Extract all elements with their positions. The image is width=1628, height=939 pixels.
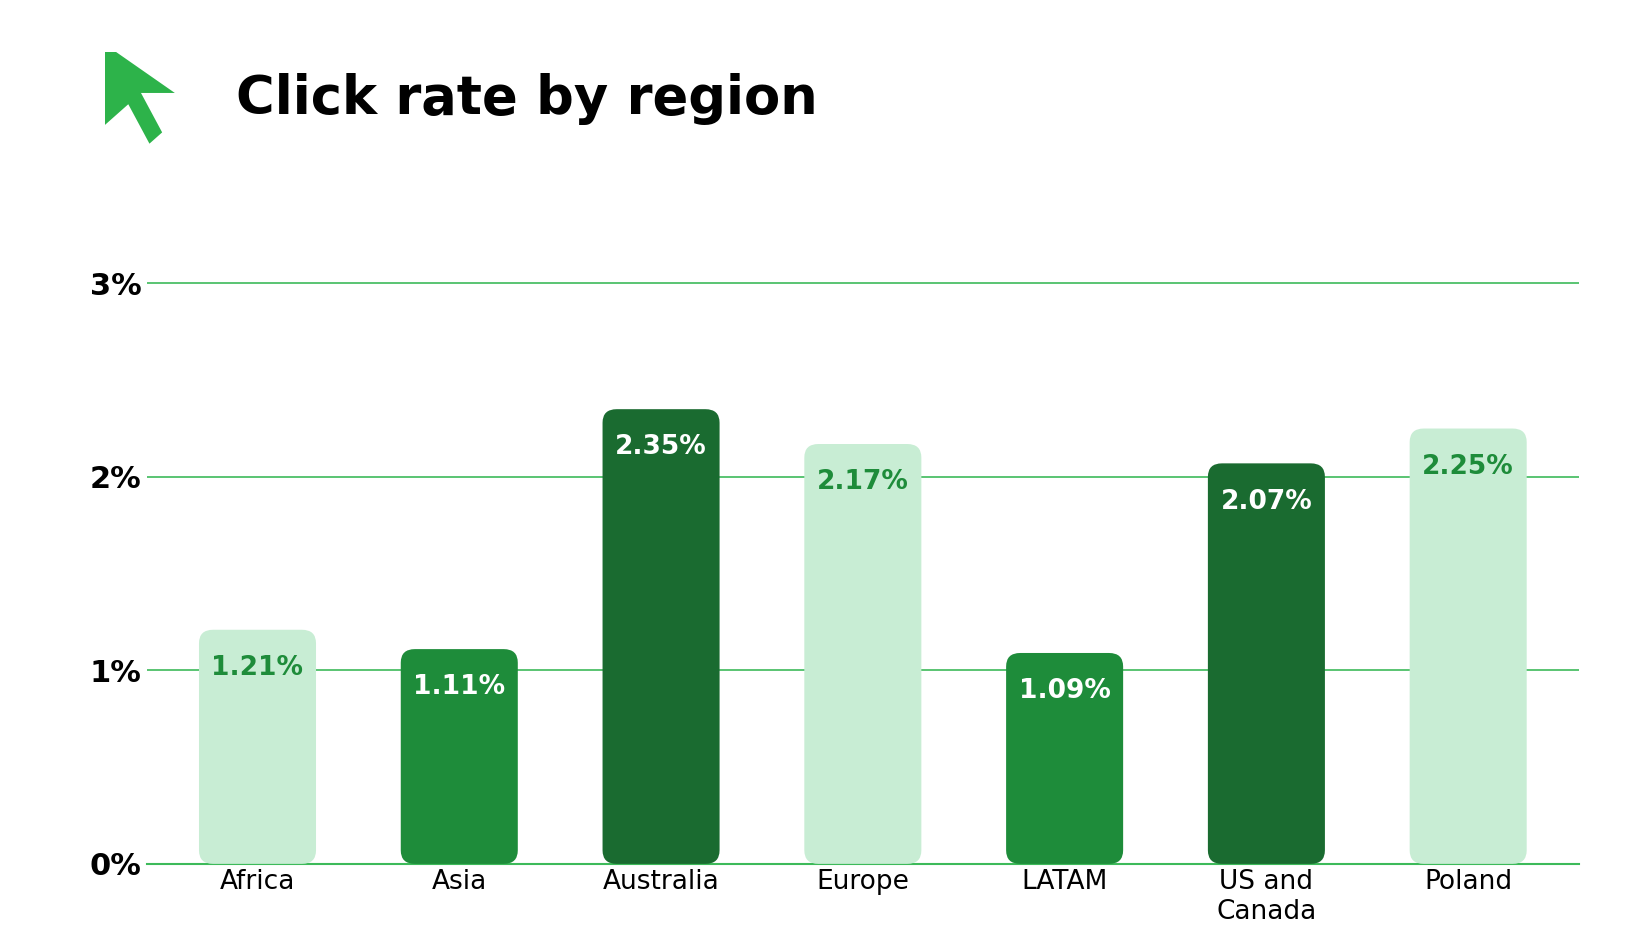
Text: 1.09%: 1.09% [1019,678,1110,704]
FancyBboxPatch shape [199,630,316,864]
FancyBboxPatch shape [1208,463,1325,864]
FancyBboxPatch shape [400,649,518,864]
Text: 1.21%: 1.21% [212,654,303,681]
Text: Click rate by region: Click rate by region [236,72,817,125]
Text: 2.17%: 2.17% [817,470,908,495]
FancyBboxPatch shape [804,444,921,864]
Text: 2.07%: 2.07% [1221,488,1312,515]
FancyBboxPatch shape [602,409,720,864]
Text: 1.11%: 1.11% [414,674,505,700]
FancyBboxPatch shape [1410,428,1527,864]
FancyBboxPatch shape [1006,653,1123,864]
Polygon shape [104,52,174,144]
Text: 2.25%: 2.25% [1423,454,1514,480]
Text: 2.35%: 2.35% [615,435,707,460]
